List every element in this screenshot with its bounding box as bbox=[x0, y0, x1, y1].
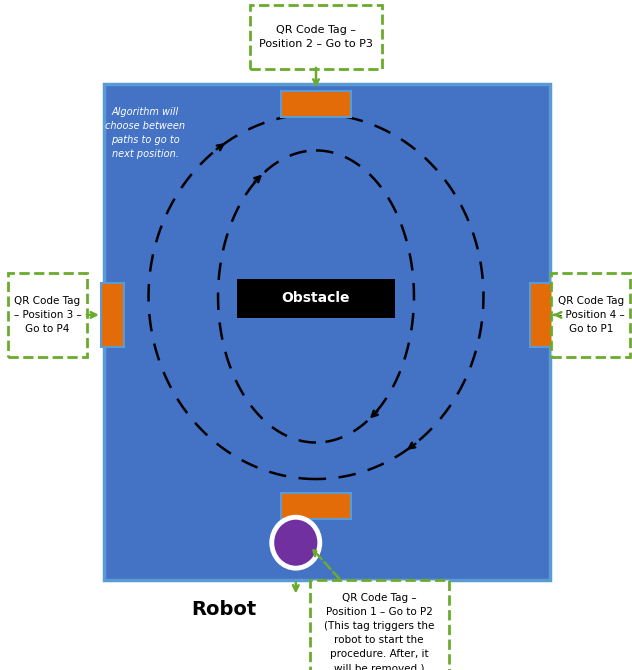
Text: QR Code Tag –
Position 1 – Go to P2
(This tag triggers the
robot to start the
pr: QR Code Tag – Position 1 – Go to P2 (Thi… bbox=[324, 593, 434, 670]
FancyBboxPatch shape bbox=[237, 279, 395, 318]
FancyBboxPatch shape bbox=[551, 273, 631, 356]
FancyBboxPatch shape bbox=[281, 91, 351, 117]
Circle shape bbox=[272, 517, 320, 568]
Text: QR Code Tag
– Position 4 –
Go to P1: QR Code Tag – Position 4 – Go to P1 bbox=[557, 296, 625, 334]
FancyBboxPatch shape bbox=[104, 84, 550, 580]
Text: Robot: Robot bbox=[191, 600, 257, 619]
Text: Algorithm will
choose between
paths to go to
next position.: Algorithm will choose between paths to g… bbox=[106, 107, 185, 159]
FancyBboxPatch shape bbox=[8, 273, 87, 356]
FancyBboxPatch shape bbox=[250, 5, 382, 69]
FancyBboxPatch shape bbox=[101, 283, 124, 347]
Text: QR Code Tag –
Position 2 – Go to P3: QR Code Tag – Position 2 – Go to P3 bbox=[259, 25, 373, 49]
FancyBboxPatch shape bbox=[310, 580, 449, 670]
FancyBboxPatch shape bbox=[530, 283, 553, 347]
Text: Obstacle: Obstacle bbox=[282, 291, 350, 305]
Text: QR Code Tag
– Position 3 –
Go to P4: QR Code Tag – Position 3 – Go to P4 bbox=[13, 296, 82, 334]
FancyBboxPatch shape bbox=[281, 493, 351, 519]
